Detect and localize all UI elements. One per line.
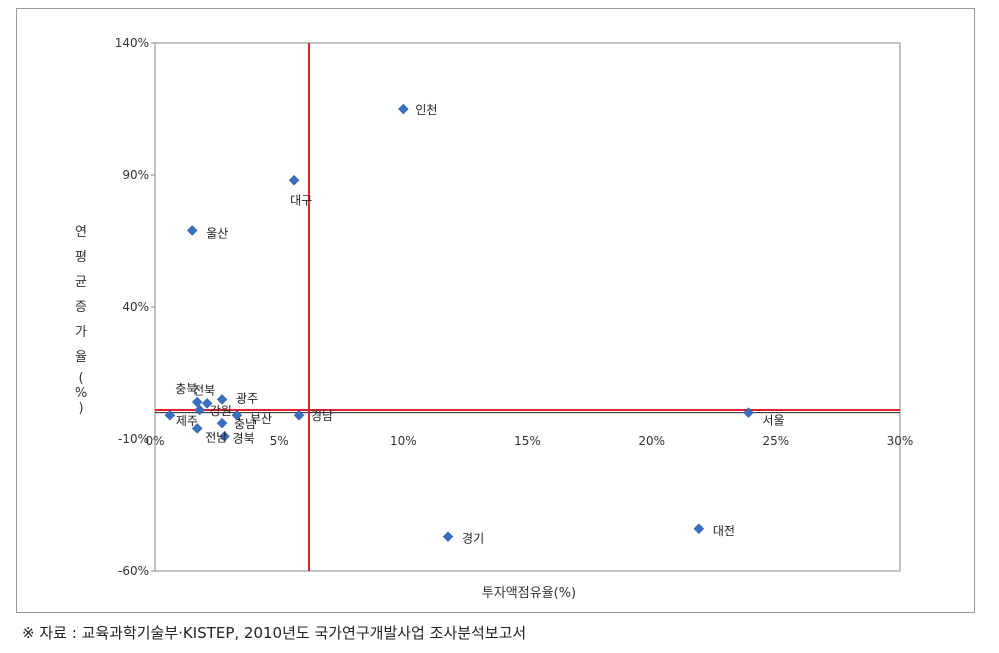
- data-point: [743, 407, 754, 418]
- data-point: [191, 423, 203, 434]
- x-tick-label: 10%: [390, 434, 417, 448]
- y-tick-label: 40%: [122, 300, 149, 314]
- data-point: [216, 417, 228, 429]
- data-point-label: 충북: [175, 382, 197, 396]
- y-axis-title-char: (: [78, 371, 83, 386]
- y-axis-title-char: 가: [75, 325, 87, 340]
- x-tick-label: 25%: [762, 434, 789, 448]
- data-point: [164, 409, 176, 421]
- data-point-label: 전남: [205, 430, 227, 444]
- data-point: [397, 103, 409, 115]
- data-point-label: 서울: [763, 414, 785, 428]
- plot-area: [154, 42, 901, 572]
- data-point: [693, 523, 705, 535]
- data-point-label: 대구: [290, 193, 312, 207]
- data-point-label: 강원: [210, 404, 232, 418]
- y-tick-label: -10%: [118, 432, 149, 446]
- data-point-label: 광주: [236, 391, 258, 405]
- data-point-label: 전북: [193, 383, 215, 397]
- data-point-label: 대전: [713, 524, 735, 538]
- y-tick-label: -60%: [118, 564, 149, 578]
- data-point: [186, 225, 198, 236]
- data-point: [442, 531, 454, 543]
- data-point: [288, 174, 300, 186]
- data-point-label: 경기: [462, 532, 484, 546]
- data-point: [191, 396, 203, 408]
- data-point-label: 충남: [234, 417, 256, 431]
- data-point: [216, 394, 228, 405]
- data-point-label: 경북: [233, 431, 255, 445]
- scatter-chart: 0% 5% 10% 15% 20% 25% 30% 140% 90% 40% -10% -60% 인…: [75, 36, 914, 601]
- chart-frame: 0% 5% 10% 15% 20% 25% 30% 140% 90% 40% -10% -60% 인…: [16, 8, 975, 613]
- x-tick-label: 15%: [514, 434, 541, 448]
- data-point-label: 인천: [415, 102, 437, 117]
- data-point: [201, 398, 213, 409]
- y-axis-title-char: 증: [75, 300, 87, 315]
- x-axis-title: 투자액점유율(%): [482, 586, 576, 601]
- data-point: [219, 431, 230, 442]
- data-point-label: 울산: [206, 226, 228, 240]
- data-point-label: 제주: [176, 414, 198, 428]
- data-point: [231, 409, 243, 421]
- y-tick-label: 140%: [115, 36, 149, 50]
- x-tick-label: 0%: [145, 434, 164, 448]
- x-tick-label: 20%: [638, 434, 665, 448]
- y-tick-label: 90%: [122, 168, 149, 182]
- data-point: [194, 404, 206, 416]
- y-axis-title-char: 균: [75, 275, 87, 290]
- data-point-label: 부산: [250, 412, 272, 426]
- y-axis-title: 연 평 균 증 가 율 ( % ): [75, 225, 87, 416]
- x-tick-label: 30%: [887, 434, 914, 448]
- y-axis-title-char: 연: [75, 225, 87, 240]
- y-axis-title-char: 평: [75, 250, 87, 265]
- data-point: [293, 409, 305, 421]
- y-axis-title-char: ): [78, 401, 83, 416]
- source-note: ※ 자료 : 교육과학기술부·KISTEP, 2010년도 국가연구개발사업 조…: [22, 624, 527, 642]
- x-tick-label: 5%: [270, 434, 289, 448]
- y-axis-title-char: %: [75, 386, 87, 401]
- y-axis-title-char: 율: [75, 350, 87, 365]
- data-point-label: 경남: [311, 409, 333, 423]
